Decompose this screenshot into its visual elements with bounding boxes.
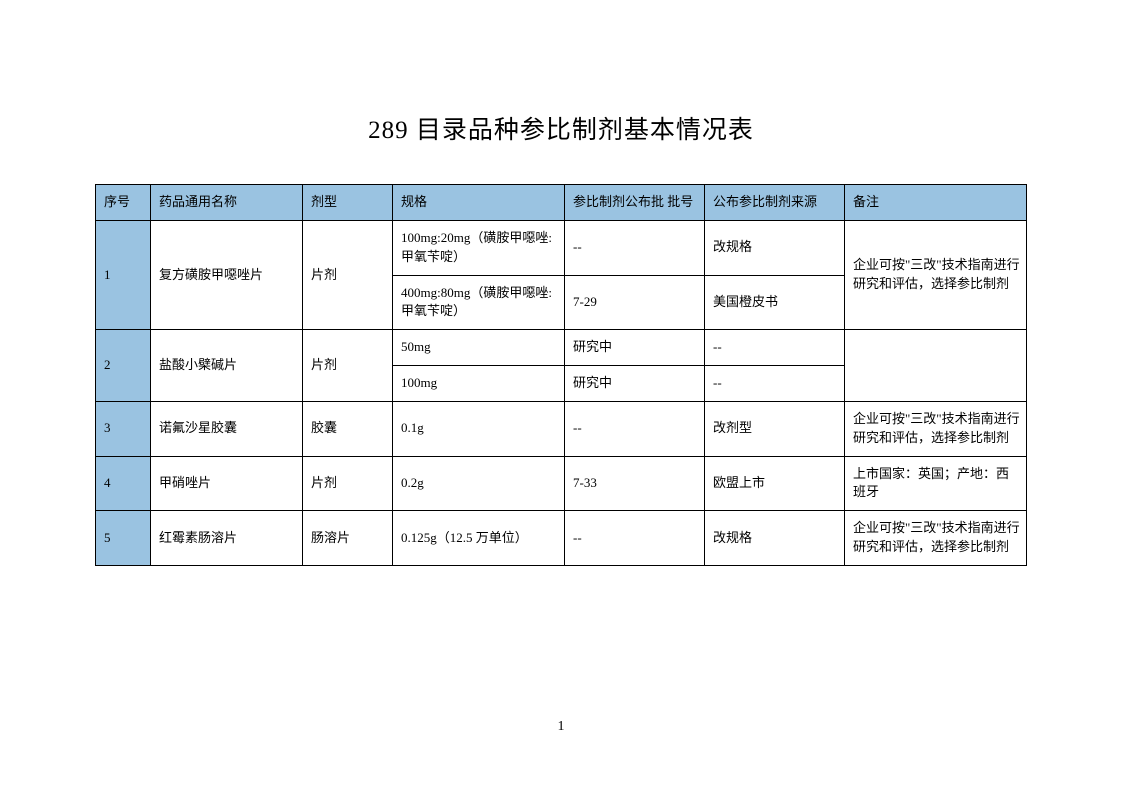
cell-source: 美国橙皮书 <box>705 275 845 330</box>
col-header-batch: 参比制剂公布批 批号 <box>565 185 705 221</box>
cell-source: 改规格 <box>705 511 845 566</box>
table-row: 2 盐酸小檗碱片 片剂 50mg 研究中 -- <box>96 330 1027 366</box>
cell-spec: 0.1g <box>393 401 565 456</box>
cell-seq: 2 <box>96 330 151 402</box>
cell-note: 上市国家：英国；产地：西班牙 <box>845 456 1027 511</box>
cell-seq: 5 <box>96 511 151 566</box>
cell-source: 改剂型 <box>705 401 845 456</box>
cell-form: 肠溶片 <box>303 511 393 566</box>
col-header-form: 剂型 <box>303 185 393 221</box>
reference-drug-table: 序号 药品通用名称 剂型 规格 参比制剂公布批 批号 公布参比制剂来源 备注 1… <box>95 184 1027 566</box>
table-row: 3 诺氟沙星胶囊 胶囊 0.1g -- 改剂型 企业可按"三改"技术指南进行研究… <box>96 401 1027 456</box>
table-row: 5 红霉素肠溶片 肠溶片 0.125g（12.5 万单位） -- 改规格 企业可… <box>96 511 1027 566</box>
cell-batch: 7-29 <box>565 275 705 330</box>
cell-spec: 100mg:20mg（磺胺甲噁唑:甲氧苄啶） <box>393 220 565 275</box>
cell-spec: 0.2g <box>393 456 565 511</box>
cell-form: 胶囊 <box>303 401 393 456</box>
cell-seq: 4 <box>96 456 151 511</box>
col-header-note: 备注 <box>845 185 1027 221</box>
cell-spec: 100mg <box>393 366 565 402</box>
table-row: 1 复方磺胺甲噁唑片 片剂 100mg:20mg（磺胺甲噁唑:甲氧苄啶） -- … <box>96 220 1027 275</box>
cell-name: 诺氟沙星胶囊 <box>151 401 303 456</box>
cell-batch: 7-33 <box>565 456 705 511</box>
cell-form: 片剂 <box>303 456 393 511</box>
cell-batch: 研究中 <box>565 330 705 366</box>
cell-name: 复方磺胺甲噁唑片 <box>151 220 303 329</box>
cell-form: 片剂 <box>303 220 393 329</box>
table-header-row: 序号 药品通用名称 剂型 规格 参比制剂公布批 批号 公布参比制剂来源 备注 <box>96 185 1027 221</box>
cell-spec: 400mg:80mg（磺胺甲噁唑:甲氧苄啶） <box>393 275 565 330</box>
cell-batch: -- <box>565 220 705 275</box>
table-row: 4 甲硝唑片 片剂 0.2g 7-33 欧盟上市 上市国家：英国；产地：西班牙 <box>96 456 1027 511</box>
page-container: 289 目录品种参比制剂基本情况表 序号 药品通用名称 剂型 规格 参比制剂公布… <box>0 0 1122 793</box>
cell-note: 企业可按"三改"技术指南进行研究和评估，选择参比制剂 <box>845 220 1027 329</box>
cell-source: 改规格 <box>705 220 845 275</box>
cell-spec: 0.125g（12.5 万单位） <box>393 511 565 566</box>
cell-batch: 研究中 <box>565 366 705 402</box>
page-title: 289 目录品种参比制剂基本情况表 <box>95 110 1027 146</box>
cell-source: 欧盟上市 <box>705 456 845 511</box>
cell-source: -- <box>705 366 845 402</box>
cell-spec: 50mg <box>393 330 565 366</box>
cell-source: -- <box>705 330 845 366</box>
cell-name: 红霉素肠溶片 <box>151 511 303 566</box>
cell-note: 企业可按"三改"技术指南进行研究和评估，选择参比制剂 <box>845 511 1027 566</box>
col-header-source: 公布参比制剂来源 <box>705 185 845 221</box>
cell-name: 盐酸小檗碱片 <box>151 330 303 402</box>
col-header-name: 药品通用名称 <box>151 185 303 221</box>
cell-seq: 3 <box>96 401 151 456</box>
col-header-seq: 序号 <box>96 185 151 221</box>
cell-note <box>845 330 1027 402</box>
page-number: 1 <box>0 719 1122 735</box>
cell-name: 甲硝唑片 <box>151 456 303 511</box>
col-header-spec: 规格 <box>393 185 565 221</box>
cell-seq: 1 <box>96 220 151 329</box>
cell-form: 片剂 <box>303 330 393 402</box>
cell-note: 企业可按"三改"技术指南进行研究和评估，选择参比制剂 <box>845 401 1027 456</box>
cell-batch: -- <box>565 401 705 456</box>
cell-batch: -- <box>565 511 705 566</box>
